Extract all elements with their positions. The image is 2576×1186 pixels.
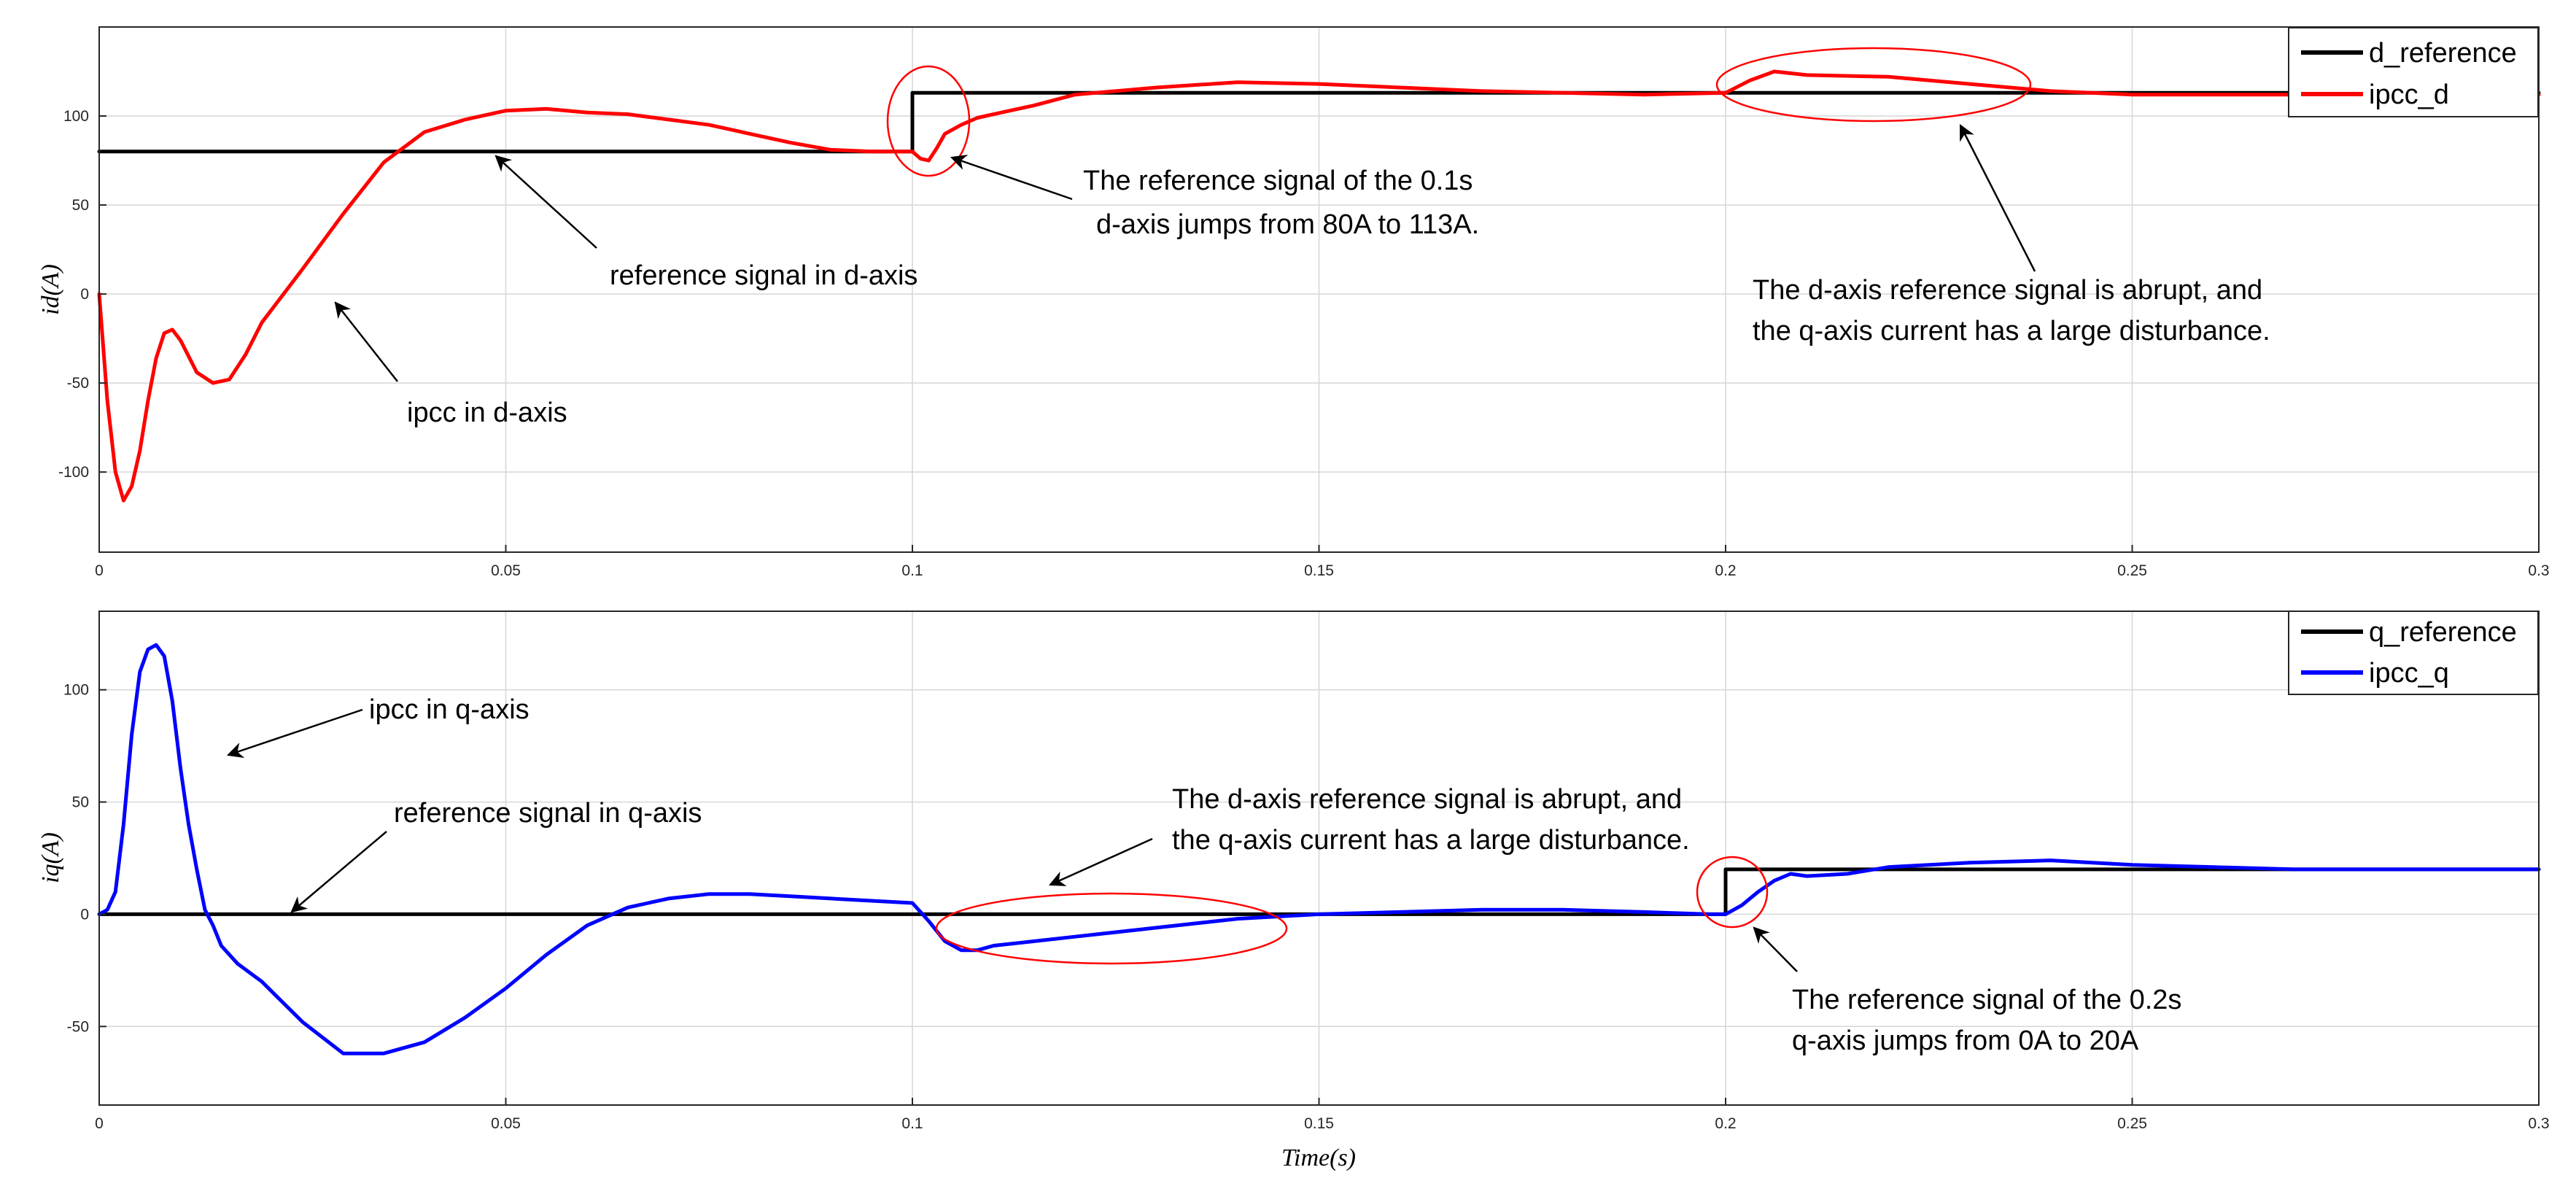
q-axis-xtick-label: 0.25 [2117, 1115, 2147, 1132]
legend-label-ipcc-d: ipcc_d [2369, 80, 2449, 110]
annotation-q-disturbance-line2: the q-axis current has a large disturban… [1172, 825, 1690, 856]
d-disturbance-highlight-ellipse [1715, 47, 2032, 123]
d-jump-arrow [950, 155, 1073, 201]
d-ref-arrow [494, 155, 597, 249]
q-axis-ytick-label: 100 [63, 682, 89, 699]
d-axis-ytick-label: -100 [58, 464, 89, 481]
d-axis-ylabel: id(A) [37, 264, 64, 315]
annotation-d-jump-line1: The reference signal of the 0.1s [1083, 166, 1473, 196]
annotation-q-reference: reference signal in q-axis [394, 798, 702, 829]
q-disturbance-highlight-ellipse [935, 892, 1288, 965]
q-jump-highlight-ellipse [1696, 856, 1769, 929]
d-axis-ytick-label: -50 [67, 375, 89, 392]
q-axis-ytick-label: -50 [67, 1018, 89, 1035]
q-axis-xtick-label: 0.05 [491, 1115, 521, 1132]
d-axis-xtick-label: 0 [95, 562, 104, 579]
d-axis-ytick-label: 100 [63, 108, 89, 125]
q-axis-ticks: 0 0.05 0.1 0.15 0.2 0.25 0.3 -50 0 50 100 [63, 682, 2550, 1132]
annotation-q-jump-line1: The reference signal of the 0.2s [1792, 985, 2181, 1015]
q-axis-xtick-label: 0.3 [2528, 1115, 2549, 1132]
q-axis-grid [98, 611, 2540, 1105]
q-axis-panel: 0 0.05 0.1 0.15 0.2 0.25 0.3 -50 0 50 100 iq(A) Ti… [37, 611, 2550, 1171]
d-axis-ytick-label: 0 [80, 286, 89, 303]
ipcc-q-arrow [226, 708, 363, 759]
d-axis-xtick-label: 0.2 [1715, 562, 1736, 579]
legend-label-ipcc-q: ipcc_q [2369, 658, 2449, 689]
d-axis-xtick-label: 0.05 [491, 562, 521, 579]
d-axis-legend: d_reference ipcc_d [2288, 27, 2539, 117]
q-axis-legend-box [2288, 611, 2539, 695]
d-axis-panel: 0 0.05 0.1 0.15 0.2 0.25 0.3 -100 -50 0 50 100 id(A… [37, 26, 2550, 579]
q-axis-ytick-label: 0 [80, 906, 89, 923]
series-line-q-reference [97, 867, 2541, 916]
d-axis-xtick-label: 0.15 [1304, 562, 1334, 579]
d-axis-xtick-label: 0.25 [2117, 562, 2147, 579]
d-axis-xtick-label: 0.1 [901, 562, 923, 579]
annotation-d-disturbance-line1: The d-axis reference signal is abrupt, a… [1753, 275, 2262, 306]
annotation-d-reference: reference signal in d-axis [610, 260, 917, 291]
q-axis-xtick-label: 0.15 [1304, 1115, 1334, 1132]
annotation-ipcc-d: ipcc in d-axis [407, 398, 567, 428]
legend-label-q-reference: q_reference [2369, 617, 2517, 648]
d-axis-grid [98, 27, 2540, 552]
legend-label-d-reference: d_reference [2369, 38, 2517, 69]
d-axis-ytick-label: 50 [72, 197, 89, 214]
annotation-ipcc-q: ipcc in q-axis [369, 694, 529, 725]
x-axis-label: Time(s) [1281, 1144, 1356, 1171]
q-axis-xtick-label: 0 [95, 1115, 104, 1132]
q-axis-xtick-label: 0.2 [1715, 1115, 1736, 1132]
annotation-d-jump-line2: d-axis jumps from 80A to 113A. [1096, 209, 1479, 240]
d-jump-highlight-ellipse [886, 65, 971, 177]
annotation-q-disturbance-line1: The d-axis reference signal is abrupt, a… [1172, 784, 1682, 815]
q-axis-ytick-label: 50 [72, 794, 89, 811]
q-ref-arrow [290, 831, 387, 913]
q-axis-plot-frame [98, 611, 2540, 1106]
q-axis-ylabel: iq(A) [37, 832, 64, 883]
ipcc-d-arrow [334, 301, 398, 382]
d-disturbance-arrow [1959, 124, 2036, 272]
q-axis-series [97, 643, 2541, 1055]
q-jump-arrow [1753, 926, 1798, 972]
annotation-d-disturbance-line2: the q-axis current has a large disturban… [1753, 316, 2270, 346]
q-axis-legend: q_reference ipcc_q [2288, 611, 2539, 695]
q-axis-xtick-label: 0.1 [901, 1115, 923, 1132]
series-line-ipcc-q [97, 643, 2541, 1055]
d-axis-legend-box [2288, 27, 2539, 117]
d-axis-series [97, 69, 2541, 503]
series-line-ipcc-d [97, 69, 2541, 503]
q-disturbance-arrow [1048, 837, 1153, 886]
d-axis-xtick-label: 0.3 [2528, 562, 2549, 579]
d-axis-plot-frame [98, 26, 2540, 553]
d-axis-ticks: 0 0.05 0.1 0.15 0.2 0.25 0.3 -100 -50 0 50 100 [58, 108, 2550, 579]
annotation-q-jump-line2: q-axis jumps from 0A to 20A [1792, 1026, 2139, 1056]
